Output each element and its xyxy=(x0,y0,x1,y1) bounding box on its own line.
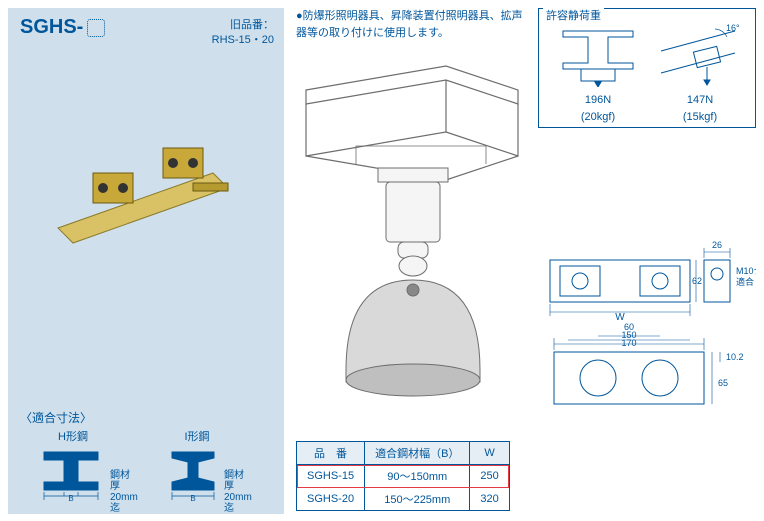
h-steel-icon: B xyxy=(34,448,112,502)
nut-note-1: M10ナット xyxy=(736,266,756,276)
product-code-text: SGHS- xyxy=(20,16,83,39)
i-steel-name: I形鋼 xyxy=(184,428,209,444)
load-angled: 16° 147N (15kgf) xyxy=(655,23,745,124)
i-steel-note: 鋼材厚 20mm迄 xyxy=(224,470,252,514)
load-rating-box: 許容静荷重 196N (20kgf) 16° 147N (15 xyxy=(538,8,756,128)
i-steel-icon: B xyxy=(164,448,230,502)
dim-62: 62 xyxy=(692,276,702,286)
load-angled-n: 147N xyxy=(655,94,745,107)
table-cell: 150～225mm xyxy=(365,488,470,511)
load-straight: 196N (20kgf) xyxy=(553,23,643,124)
load-angled-icon: 16° xyxy=(655,23,745,87)
load-straight-n: 196N xyxy=(553,94,643,107)
table-row: SGHS-20150～225mm320 xyxy=(297,488,510,511)
product-code: SGHS- xyxy=(20,16,105,39)
old-code-label: 旧品番： xyxy=(230,19,274,31)
left-panel: SGHS- 旧品番： RHS-15・20 〈適合寸法〉 H形鋼 xyxy=(8,8,284,514)
svg-text:B: B xyxy=(190,494,195,502)
col-model: 品 番 xyxy=(297,442,365,465)
svg-text:B: B xyxy=(68,494,73,502)
col-w: W xyxy=(470,442,509,465)
fit-label: 〈適合寸法〉 xyxy=(20,409,92,426)
h-steel-name: H形鋼 xyxy=(58,428,88,444)
table-cell: 90～150mm xyxy=(365,465,470,488)
spec-table: 品 番 適合鋼材幅（B） W SGHS-1590～150mm250SGHS-20… xyxy=(296,441,510,511)
load-angled-kgf: (15kgf) xyxy=(655,111,745,124)
old-code-value: RHS-15・20 xyxy=(212,34,274,46)
table-cell: SGHS-20 xyxy=(297,488,365,511)
col-width: 適合鋼材幅（B） xyxy=(365,442,470,465)
i-steel-section: I形鋼 B 鋼材厚 20mm迄 xyxy=(164,428,230,502)
product-photo-placeholder xyxy=(38,138,248,268)
table-cell: 250 xyxy=(470,465,509,488)
old-code: 旧品番： RHS-15・20 xyxy=(212,18,274,49)
table-cell: SGHS-15 xyxy=(297,465,365,488)
table-row: SGHS-1590～150mm250 xyxy=(297,465,510,488)
angle-label: 16° xyxy=(726,23,740,33)
h-steel-note: 鋼材厚 20mm迄 xyxy=(110,470,138,514)
dim-102: 10.2 xyxy=(726,352,744,362)
load-straight-kgf: (20kgf) xyxy=(553,111,643,124)
dim-60: 60 xyxy=(624,322,634,332)
nut-note-2: 適合 xyxy=(736,276,754,287)
h-steel-section: H形鋼 B 鋼材厚 20mm迄 xyxy=(34,428,112,502)
dim-26: 26 xyxy=(712,240,722,250)
dim-65: 65 xyxy=(718,378,728,388)
variant-placeholder xyxy=(87,19,105,37)
description-text: ●防爆形照明器具、昇降装置付照明器具、拡声器等の取り付けに使用します。 xyxy=(296,8,528,41)
table-cell: 320 xyxy=(470,488,509,511)
spec-header-row: 品 番 適合鋼材幅（B） W xyxy=(297,442,510,465)
load-straight-icon xyxy=(553,23,643,87)
load-title: 許容静荷重 xyxy=(543,7,604,23)
dimension-drawings: W 26 M10ナット 適合 62 170 150 60 10.2 65 xyxy=(540,240,756,440)
main-illustration xyxy=(296,60,526,450)
